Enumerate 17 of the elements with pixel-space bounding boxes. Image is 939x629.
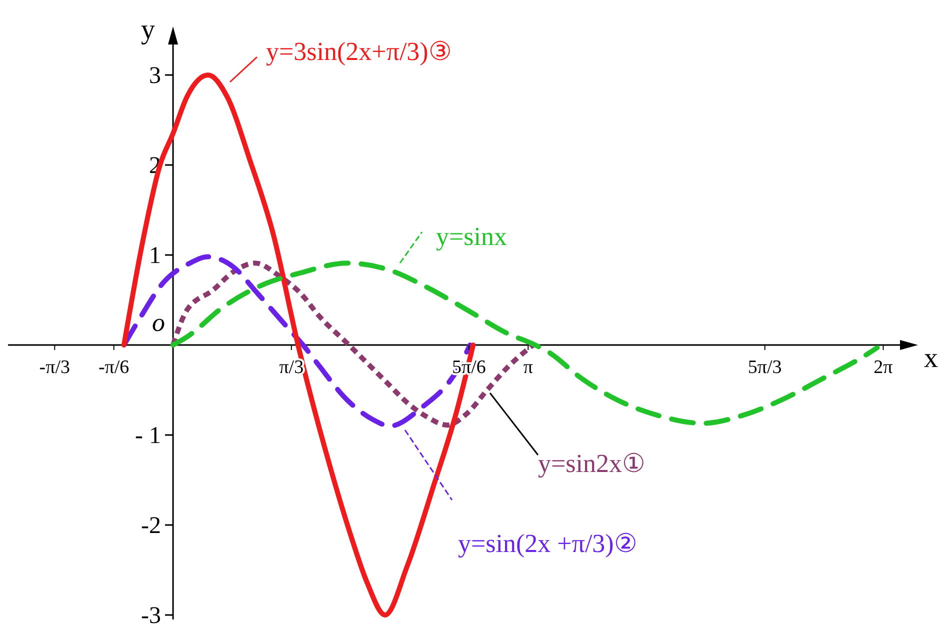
- x-tick-label: -π/3: [39, 357, 70, 378]
- text: y=sin2x①: [538, 449, 646, 478]
- y-tick-label: -2: [141, 513, 162, 539]
- y-axis-title: y: [141, 14, 156, 46]
- text: y=sin(2x +π/3)②: [458, 529, 637, 558]
- x-tick-label: -π/6: [98, 357, 130, 378]
- annotation: o: [152, 308, 166, 337]
- y-tick-label: 1: [149, 243, 162, 269]
- legend-label: y=3sin(2x+π/3)③: [266, 37, 452, 66]
- y-tick-label: -3: [141, 603, 162, 629]
- x-tick-label: 2π: [874, 357, 894, 378]
- legend-label: y=sinx: [436, 222, 508, 251]
- x-tick-label: π: [523, 357, 534, 378]
- x-axis-title: x: [924, 343, 938, 374]
- y-tick-label: - 1: [135, 423, 162, 449]
- x-tick-label: 5π/3: [748, 357, 782, 378]
- y-tick-label: 3: [149, 63, 162, 89]
